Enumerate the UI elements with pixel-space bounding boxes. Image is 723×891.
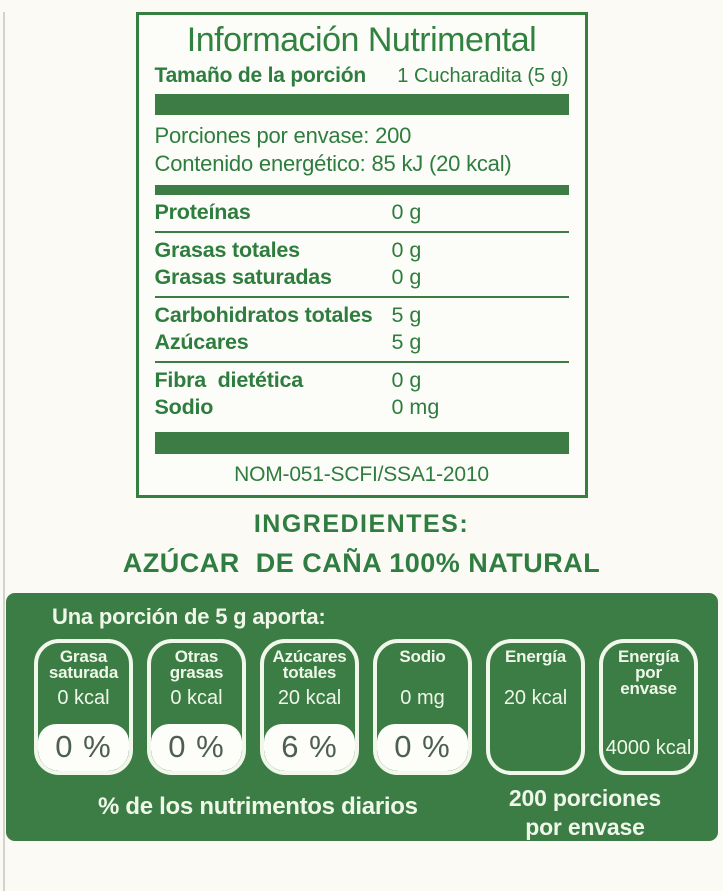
gda-badge-value: 4000 kcal xyxy=(605,737,692,760)
gda-badge-value: 20 kcal xyxy=(277,687,342,710)
nutrition-title: Información Nutrimental xyxy=(186,21,537,59)
gda-badge-percent: 0 % xyxy=(377,724,468,772)
nutrient-label: Fibra dietética xyxy=(154,368,304,393)
nutrient-value: 0 mg xyxy=(391,395,440,420)
gda-badge-label: Grasa saturada xyxy=(48,647,119,683)
gda-badge-label: Otras grasas xyxy=(169,647,224,683)
nutrient-row: Fibra dietética 0 g xyxy=(155,367,569,394)
nutrient-group: Proteínas 0 g xyxy=(155,195,569,231)
divider-bar-bottom xyxy=(154,432,569,455)
gda-footer-daily-nutrients: % de los nutrimentos diarios xyxy=(98,793,418,821)
nutrient-label: Sodio xyxy=(154,395,214,420)
gda-badge-energia-por-envase: Energía por envase 4000 kcal xyxy=(599,639,698,776)
nutrient-group: Fibra dietética 0 g Sodio 0 mg xyxy=(154,361,569,426)
nutrient-label: Azúcares xyxy=(154,330,249,355)
gda-badge-value: 0 kcal xyxy=(170,687,223,710)
serving-size-value: 1 Cucharadita (5 g) xyxy=(397,65,569,88)
gda-badge-percent: 6 % xyxy=(264,724,355,772)
gda-intro-text: Una porción de 5 g aporta: xyxy=(52,604,326,630)
nutrient-row: Grasas totales 0 g xyxy=(155,237,569,264)
gda-badges-row: Grasa saturada 0 kcal 0 % Otras grasas 0… xyxy=(34,639,718,776)
serving-size-row: Tamaño de la porción 1 Cucharadita (5 g) xyxy=(155,64,569,88)
ingredients-section: INGREDIENTES: AZÚCAR DE CAÑA 100% NATURA… xyxy=(0,510,723,579)
nutrient-row: Grasas saturadas 0 g xyxy=(155,264,569,291)
nutrient-row: Sodio 0 mg xyxy=(155,394,569,421)
gda-badge-value: 0 mg xyxy=(400,687,445,710)
nutrient-label: Carbohidratos totales xyxy=(154,303,373,328)
gda-badge-percent: 0 % xyxy=(151,724,242,772)
gda-footer: % de los nutrimentos diarios 200 porcion… xyxy=(98,784,661,842)
nutrient-row: Azúcares 5 g xyxy=(155,329,569,356)
nutrient-row: Proteínas 0 g xyxy=(155,199,569,226)
gda-badge-value: 20 kcal xyxy=(503,687,568,710)
gda-badge-label: Azúcares totales xyxy=(272,647,347,683)
divider-bar-thick xyxy=(154,94,569,116)
gda-badge-energia: Energía 20 kcal xyxy=(486,639,585,776)
portions-per-package-line: Porciones por envase: 200 xyxy=(154,123,412,149)
photo-edge-line xyxy=(3,12,5,891)
nutrient-value: 0 g xyxy=(391,368,422,393)
gda-badge-azucares-totales: Azúcares totales 20 kcal 6 % xyxy=(260,639,359,776)
gda-badge-label: Energía xyxy=(505,647,566,667)
nutrient-value: 5 g xyxy=(391,303,422,328)
nutrient-value: 0 g xyxy=(391,238,422,263)
gda-badge-label: Energía por envase xyxy=(618,647,679,699)
gda-badge-percent: 0 % xyxy=(38,724,129,772)
gda-badge-label: Sodio xyxy=(399,647,446,667)
gda-footer-portions: 200 porciones por envase xyxy=(508,785,661,841)
nutrient-group: Grasas totales 0 g Grasas saturadas 0 g xyxy=(154,231,569,296)
serving-size-label: Tamaño de la porción xyxy=(154,64,367,88)
gda-badge-grasa-saturada: Grasa saturada 0 kcal 0 % xyxy=(34,639,133,776)
ingredients-text: AZÚCAR DE CAÑA 100% NATURAL xyxy=(122,548,601,579)
gda-badge-otras-grasas: Otras grasas 0 kcal 0 % xyxy=(147,639,246,776)
package-info-block: Porciones por envase: 200 Contenido ener… xyxy=(155,122,569,178)
nutrition-facts-box: Información Nutrimental Tamaño de la por… xyxy=(135,12,588,499)
nutrient-label: Proteínas xyxy=(154,200,251,225)
energy-content-line: Contenido energético: 85 kJ (20 kcal) xyxy=(154,151,512,177)
nutrient-row: Carbohidratos totales 5 g xyxy=(155,302,569,329)
nutrient-value: 0 g xyxy=(391,265,422,290)
gda-panel: Una porción de 5 g aporta: Grasa saturad… xyxy=(6,593,718,842)
divider-bar-medium xyxy=(154,185,569,196)
nutrient-value: 0 g xyxy=(391,200,422,225)
nutrient-label: Grasas totales xyxy=(154,238,301,263)
nom-regulation-text: NOM-051-SCFI/SSA1-2010 xyxy=(234,463,489,487)
gda-badge-sodio: Sodio 0 mg 0 % xyxy=(373,639,472,776)
gda-badge-value: 0 kcal xyxy=(57,687,110,710)
nutrient-value: 5 g xyxy=(391,330,422,355)
nutrient-group: Carbohidratos totales 5 g Azúcares 5 g xyxy=(154,296,569,361)
ingredients-heading: INGREDIENTES: xyxy=(253,510,470,539)
nutrient-label: Grasas saturadas xyxy=(154,265,332,290)
